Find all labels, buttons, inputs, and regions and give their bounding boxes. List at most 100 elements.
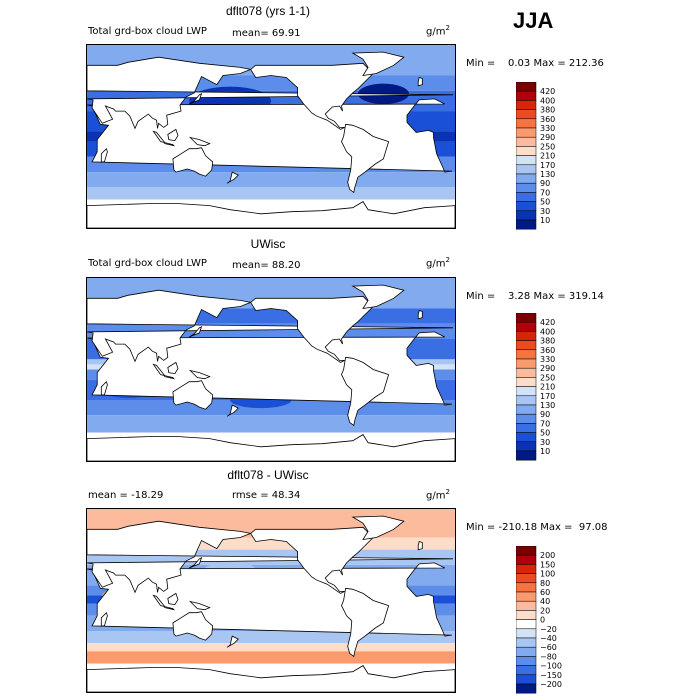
continent-outline (188, 136, 211, 147)
continent-outline (100, 611, 108, 627)
panel-2-mean: mean= 88.20 (232, 260, 301, 271)
colorbar-tick-label: 80 (540, 579, 550, 588)
continent-outline (188, 93, 203, 105)
continent-outline (87, 201, 455, 228)
continent-outline (167, 592, 179, 606)
colorbar-box (516, 656, 537, 666)
colorbar-tick-label: 10 (540, 447, 550, 456)
colorbar-tick-label: 90 (540, 179, 550, 188)
colorbar-box (516, 164, 537, 175)
colorbar-tick-label: 360 (540, 115, 555, 124)
colorbar-box (516, 591, 537, 602)
colorbar-tick-label: 380 (540, 337, 555, 346)
ocean-field-band (87, 415, 455, 433)
colorbar-box (516, 450, 537, 461)
colorbar-tick-label: 70 (540, 419, 550, 428)
continent-outline (87, 665, 455, 692)
colorbar-tick-label: 60 (540, 588, 550, 597)
colorbar-tick-label: 400 (540, 327, 555, 336)
colorbar-box (516, 331, 537, 341)
continent-outline (351, 51, 405, 77)
colorbar-box (516, 582, 537, 593)
colorbar-box (516, 90, 537, 101)
continent-outline (164, 606, 176, 611)
continent-outline (341, 587, 390, 658)
colorbar-box (516, 118, 537, 129)
continent-outline (164, 142, 176, 147)
colorbar-tick-label: 420 (540, 87, 555, 96)
colorbar-box (516, 441, 537, 452)
colorbar-tick-label: 30 (540, 207, 550, 216)
panel-3-rmse: rmse = 48.34 (232, 490, 301, 501)
colorbar-box (516, 109, 537, 120)
ocean-field-band (87, 643, 455, 652)
colorbar-box (516, 192, 537, 202)
colorbar-box (516, 646, 537, 657)
colorbar-box (516, 349, 537, 360)
colorbar-tick-label: 170 (540, 392, 555, 401)
colorbar-box (516, 546, 537, 556)
colorbar-tick-label: 130 (540, 401, 555, 410)
panel-2-units: g/m2 (426, 256, 450, 270)
colorbar-box (516, 404, 537, 415)
panel-3-units: g/m2 (426, 488, 450, 502)
panel-3-minmax: Min = -210.18 Max = 97.08 (466, 522, 608, 533)
ocean-field-band (87, 651, 455, 664)
panel-3-colorbar: 200 150 100 80 60 40 20 0 −20 −40 −60 −80 −100 −150 −2… (516, 546, 596, 696)
colorbar-box (516, 619, 537, 630)
continent-outline (188, 326, 203, 338)
continent-outline (226, 171, 239, 184)
colorbar-tick-label: −40 (540, 634, 557, 643)
panel-1-colorbar: 420 400 380 360 330 290 250 210 170 130 90 70 50 30 10 (516, 82, 596, 232)
colorbar-box (516, 665, 537, 676)
continent-outline (100, 147, 108, 163)
colorbar-box (516, 637, 537, 648)
colorbar-tick-label: 30 (540, 438, 550, 447)
colorbar-tick-label: −150 (540, 671, 562, 680)
continent-outline (167, 128, 179, 142)
colorbar-box (516, 182, 537, 193)
continent-outline (341, 123, 390, 194)
continent-outline (167, 361, 179, 375)
colorbar-tick-label: 50 (540, 198, 550, 207)
colorbar-tick-label: 290 (540, 364, 555, 373)
colorbar-tick-label: 250 (540, 142, 555, 151)
panel-1-subtitle: Total grd-box cloud LWP (88, 26, 207, 37)
continent-outline (417, 540, 423, 551)
colorbar-tick-label: 170 (540, 161, 555, 170)
colorbar-box (516, 423, 537, 433)
colorbar-box (516, 100, 537, 110)
colorbar-tick-label: 50 (540, 429, 550, 438)
panel-2-colorbar: 420 400 380 360 330 290 250 210 170 130 90 70 50 30 10 (516, 313, 596, 463)
panel-2-title: UWisc (250, 237, 286, 251)
colorbar-box (516, 674, 537, 685)
colorbar-tick-label: 380 (540, 106, 555, 115)
colorbar-box (516, 628, 537, 639)
colorbar-tick-label: −80 (540, 652, 557, 661)
continent-outline (172, 147, 214, 177)
colorbar-box (516, 395, 537, 406)
continent-outline (417, 76, 423, 87)
continent-outline (250, 526, 374, 594)
continent-outline (226, 635, 239, 648)
colorbar-tick-label: 200 (540, 551, 555, 560)
colorbar-tick-label: 130 (540, 170, 555, 179)
panel-2-minmax: Min = 3.28 Max = 319.14 (466, 291, 604, 302)
colorbar-box (516, 127, 537, 138)
colorbar-tick-label: 10 (540, 216, 550, 225)
continent-outline (172, 611, 214, 641)
colorbar-tick-label: 100 (540, 570, 555, 579)
panel-1-mean: mean= 69.91 (232, 28, 301, 39)
continent-outline (87, 520, 454, 594)
colorbar-box (516, 219, 537, 230)
colorbar-tick-label: 330 (540, 355, 555, 364)
colorbar-box (516, 413, 537, 424)
colorbar-tick-label: 400 (540, 96, 555, 105)
colorbar-box (516, 136, 537, 147)
colorbar-box (516, 683, 537, 694)
colorbar-tick-label: 210 (540, 383, 555, 392)
colorbar-box (516, 377, 537, 387)
continent-outline (250, 295, 374, 363)
panel-3-map-svg (87, 509, 455, 692)
colorbar-box (516, 554, 537, 565)
